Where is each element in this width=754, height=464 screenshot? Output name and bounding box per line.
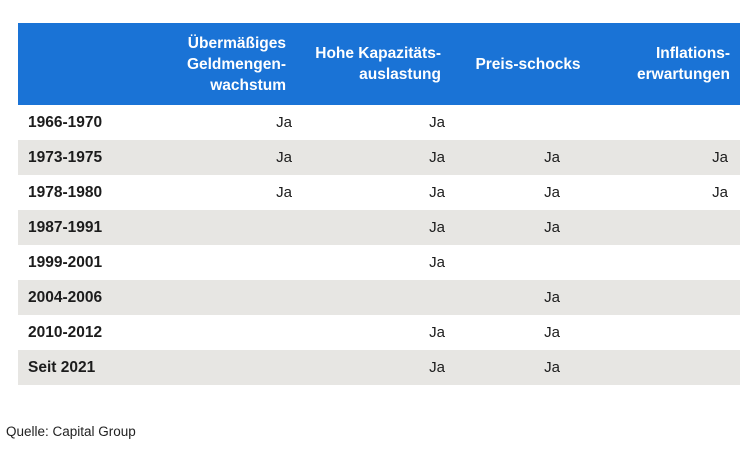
price-shocks-cell [453, 245, 603, 280]
header-period [18, 23, 158, 105]
money-growth-cell: Ja [276, 184, 292, 201]
table-row: 1966-1970 Ja Ja [18, 105, 740, 140]
header-money-growth-line: Geldmengen- [186, 55, 286, 73]
period-cell: 1978-1980 [28, 183, 103, 201]
header-capacity-line: Hohe Kapazitäts- [315, 45, 441, 62]
table-header: Übermäßiges Geldmengen- wachstum Hohe Ka… [18, 23, 740, 105]
period-cell: 1966-1970 [28, 113, 103, 131]
header-money-growth-line: wachstum [210, 76, 286, 94]
money-growth-cell [158, 245, 298, 280]
capacity-cell: Ja [429, 254, 445, 271]
price-shocks-cell: Ja [544, 184, 560, 201]
table-row: Seit 2021 Ja Ja [18, 350, 740, 385]
inflation-expectations-cell [603, 105, 740, 140]
period-cell: Seit 2021 [18, 350, 158, 385]
inflation-causes-table-wrapper: Übermäßiges Geldmengen- wachstum Hohe Ka… [18, 23, 740, 385]
capacity-cell: Ja [429, 184, 445, 201]
price-shocks-cell: Ja [453, 350, 603, 385]
table-row: 1978-1980 Ja Ja Ja Ja [18, 175, 740, 210]
header-inflation-expectations-line: erwartungen [636, 66, 730, 83]
header-money-growth-line: Übermäßiges [187, 34, 286, 52]
capacity-cell: Ja [429, 114, 445, 131]
header-capacity: Hohe Kapazitäts- auslastung [298, 23, 453, 105]
header-inflation-expectations: Inflations- erwartungen [603, 23, 740, 105]
price-shocks-cell: Ja [453, 210, 603, 245]
header-money-growth: Übermäßiges Geldmengen- wachstum [158, 23, 298, 105]
table-body: 1966-1970 Ja Ja 1973-1975 Ja Ja Ja Ja 19… [18, 105, 740, 385]
money-growth-cell: Ja [158, 140, 298, 175]
price-shocks-cell: Ja [453, 140, 603, 175]
price-shocks-cell: Ja [453, 280, 603, 315]
money-growth-cell [158, 315, 298, 350]
table-row: 1987-1991 Ja Ja [18, 210, 740, 245]
header-price-shocks-line: Preis-schocks [475, 55, 581, 73]
capacity-cell: Ja [298, 350, 453, 385]
header-capacity-line: auslastung [359, 66, 441, 83]
inflation-expectations-cell [603, 280, 740, 315]
inflation-expectations-cell: Ja [603, 140, 740, 175]
inflation-expectations-cell [603, 210, 740, 245]
table-row: 2010-2012 Ja Ja [18, 315, 740, 350]
price-shocks-cell [453, 105, 603, 140]
money-growth-cell [158, 210, 298, 245]
capacity-cell: Ja [429, 324, 445, 341]
header-row: Übermäßiges Geldmengen- wachstum Hohe Ka… [18, 23, 740, 105]
period-cell: 1973-1975 [18, 140, 158, 175]
period-cell: 2010-2012 [28, 323, 103, 341]
table-row: 1999-2001 Ja [18, 245, 740, 280]
period-cell: 1999-2001 [28, 253, 103, 271]
inflation-causes-table: Übermäßiges Geldmengen- wachstum Hohe Ka… [18, 23, 740, 385]
period-cell: 1987-1991 [18, 210, 158, 245]
inflation-expectations-cell [603, 245, 740, 280]
inflation-expectations-cell: Ja [712, 184, 728, 201]
source-note: Quelle: Capital Group [6, 424, 136, 439]
money-growth-cell [158, 350, 298, 385]
table-row: 2004-2006 Ja [18, 280, 740, 315]
period-cell: 2004-2006 [18, 280, 158, 315]
capacity-cell [298, 280, 453, 315]
table-row: 1973-1975 Ja Ja Ja Ja [18, 140, 740, 175]
capacity-cell: Ja [298, 140, 453, 175]
header-inflation-expectations-line: Inflations- [655, 45, 730, 62]
capacity-cell: Ja [298, 210, 453, 245]
inflation-expectations-cell [603, 315, 740, 350]
money-growth-cell: Ja [276, 114, 292, 131]
inflation-expectations-cell [603, 350, 740, 385]
price-shocks-cell: Ja [544, 324, 560, 341]
money-growth-cell [158, 280, 298, 315]
header-price-shocks: Preis-schocks [453, 23, 603, 105]
